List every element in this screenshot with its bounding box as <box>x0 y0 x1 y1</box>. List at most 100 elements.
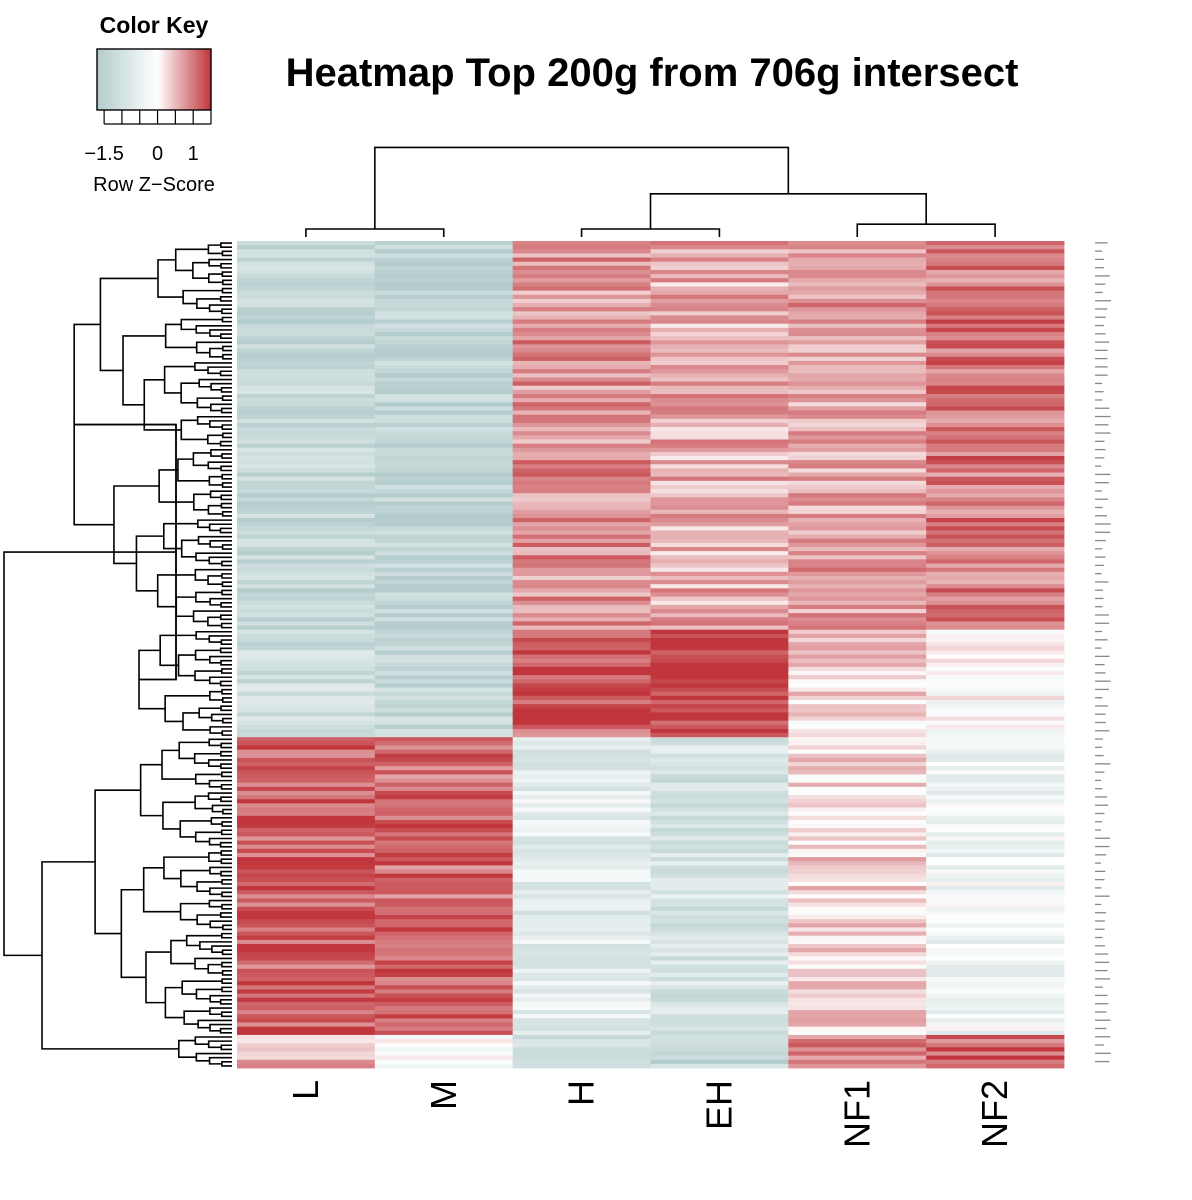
heatmap-cell <box>237 422 376 428</box>
heatmap-cell <box>512 315 651 320</box>
heatmap-cell <box>926 877 1065 883</box>
row-dendrogram-branch <box>220 705 232 712</box>
heatmap-cell <box>788 402 927 407</box>
heatmap-cell <box>926 857 1065 862</box>
heatmap-cell <box>650 662 789 668</box>
heatmap-cell <box>237 604 376 610</box>
heatmap-cell <box>237 695 376 701</box>
heatmap-cell <box>788 480 927 486</box>
heatmap-cell <box>237 410 376 416</box>
heatmap-cell <box>926 501 1065 507</box>
heatmap-cell <box>926 294 1065 300</box>
heatmap-cell <box>374 774 514 779</box>
heatmap-cell <box>237 749 376 755</box>
heatmap-cell <box>788 981 927 986</box>
row-dendrogram-branch <box>221 395 232 401</box>
heatmap-cell <box>237 877 376 883</box>
heatmap-cell <box>237 1034 376 1040</box>
heatmap-cell <box>926 993 1065 999</box>
row-dendrogram-branch <box>222 924 232 931</box>
heatmap-cell <box>650 766 789 771</box>
heatmap-cell <box>374 724 514 730</box>
heatmap-cell <box>512 658 651 664</box>
heatmap-cell <box>926 737 1065 742</box>
heatmap-cell <box>512 451 651 457</box>
heatmap-cell <box>788 720 927 726</box>
row-label-mark <box>1095 837 1111 839</box>
heatmap-cell <box>926 331 1065 337</box>
heatmap-cell <box>374 567 514 573</box>
heatmap-cell <box>926 803 1065 808</box>
heatmap-cell <box>374 443 514 449</box>
heatmap-cell <box>650 861 789 866</box>
heatmap-cell <box>237 489 376 494</box>
heatmap-cell <box>512 699 651 705</box>
heatmap-cell <box>650 968 789 974</box>
heatmap-cell <box>650 414 789 420</box>
heatmap-cell <box>512 381 651 387</box>
row-dendrogram-branch <box>220 829 232 836</box>
heatmap-cell <box>237 559 376 564</box>
heatmap-cell <box>512 865 651 870</box>
heatmap-cell <box>512 948 651 953</box>
row-dendrogram-branch <box>180 419 208 441</box>
color-key-title: Color Key <box>100 12 209 38</box>
heatmap-cell <box>237 402 376 407</box>
row-dendrogram-branch <box>220 850 232 856</box>
heatmap-cell <box>374 687 514 693</box>
row-dendrogram-branch <box>164 986 185 1019</box>
heatmap-cell <box>926 745 1065 751</box>
heatmap-cell <box>237 398 376 403</box>
heatmap-cell <box>374 484 514 490</box>
heatmap-cell <box>788 972 927 978</box>
heatmap-cell <box>374 935 514 941</box>
heatmap-cell <box>237 737 376 742</box>
heatmap-cell <box>788 906 927 912</box>
heatmap-cell <box>237 935 376 941</box>
heatmap-cell <box>650 745 789 751</box>
heatmap-cell <box>374 381 514 387</box>
row-dendrogram-branch <box>182 712 211 731</box>
heatmap-cell <box>926 704 1065 709</box>
heatmap-cell <box>512 1018 651 1023</box>
heatmap-cell <box>650 799 789 804</box>
heatmap-cell <box>512 881 651 887</box>
heatmap-cell <box>926 733 1065 738</box>
heatmap-cell <box>650 505 789 511</box>
heatmap-cell <box>237 679 376 684</box>
heatmap-cell <box>788 1039 927 1044</box>
heatmap-cell <box>926 307 1065 312</box>
heatmap-cell <box>374 671 514 676</box>
heatmap-cell <box>374 290 514 296</box>
heatmap-cell <box>374 439 514 445</box>
heatmap-cell <box>650 365 789 370</box>
heatmap-cell <box>650 865 789 870</box>
heatmap-cell <box>512 336 651 341</box>
heatmap-cell <box>237 1030 376 1036</box>
heatmap-cell <box>237 658 376 664</box>
heatmap-cell <box>788 584 927 589</box>
heatmap-cell <box>926 886 1065 891</box>
heatmap-cell <box>512 410 651 416</box>
row-dendrogram-branch <box>222 432 232 439</box>
heatmap-cell <box>650 877 789 883</box>
heatmap-cell <box>237 555 376 560</box>
heatmap-cell <box>374 881 514 887</box>
row-label-mark <box>1095 523 1111 525</box>
heatmap-cell <box>650 762 789 767</box>
heatmap-cell <box>650 369 789 374</box>
heatmap-cell <box>512 683 651 688</box>
heatmap-cell <box>788 559 927 564</box>
heatmap-cell <box>926 410 1065 416</box>
row-dendrogram-branch <box>207 759 232 767</box>
heatmap-cell <box>650 807 789 813</box>
row-dendrogram-branch <box>177 654 196 677</box>
heatmap-cell <box>788 964 927 970</box>
heatmap-cell <box>926 906 1065 912</box>
heatmap-cell <box>926 575 1065 581</box>
heatmap-cell <box>788 501 927 507</box>
heatmap-cell <box>650 699 789 705</box>
heatmap-cell <box>926 646 1065 651</box>
heatmap-cell <box>926 762 1065 767</box>
heatmap-cell <box>374 997 514 1003</box>
